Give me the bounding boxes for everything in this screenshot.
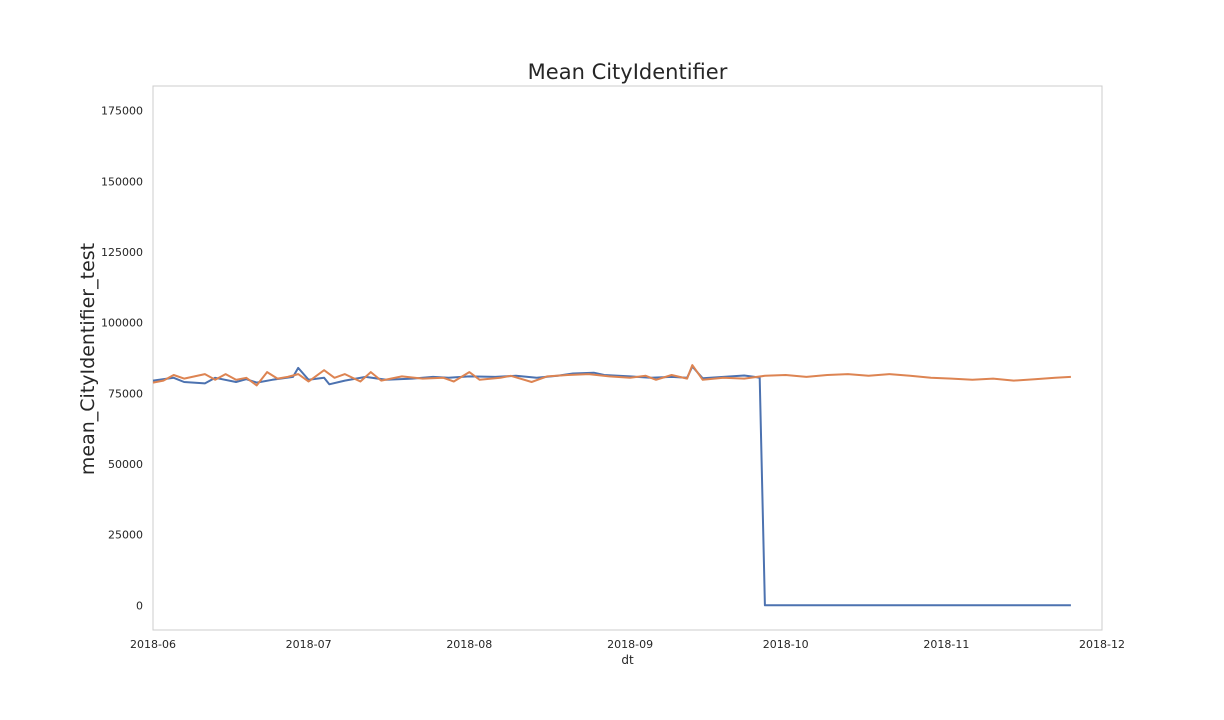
x-tick-label: 2018-07	[286, 638, 332, 651]
y-tick-label: 150000	[101, 175, 143, 188]
chart-title: Mean CityIdentifier	[528, 60, 728, 84]
x-tick-label: 2018-06	[130, 638, 176, 651]
x-axis-label: dt	[621, 653, 634, 667]
y-tick-label: 175000	[101, 105, 143, 118]
x-tick-label: 2018-09	[607, 638, 653, 651]
y-axis-label: mean_CityIdentifier_test	[77, 243, 99, 475]
x-tick-label: 2018-11	[923, 638, 969, 651]
x-tick-label: 2018-08	[446, 638, 492, 651]
y-tick-label: 50000	[108, 458, 143, 471]
y-tick-label: 75000	[108, 387, 143, 400]
y-tick-label: 25000	[108, 529, 143, 542]
y-tick-label: 125000	[101, 246, 143, 259]
x-tick-label: 2018-10	[763, 638, 809, 651]
y-tick-label: 100000	[101, 317, 143, 330]
x-tick-label: 2018-12	[1079, 638, 1125, 651]
plot-area	[152, 85, 1103, 631]
series-layer	[152, 364, 1071, 607]
series-line-2	[152, 364, 1071, 387]
y-axis-ticks: 0 25000 50000 75000 100000 125000 150000 175000	[101, 105, 143, 613]
x-axis-ticks: 2018-06 2018-07 2018-08 2018-09 2018-10 2018-…	[130, 638, 1125, 651]
y-tick-label: 0	[136, 599, 143, 612]
